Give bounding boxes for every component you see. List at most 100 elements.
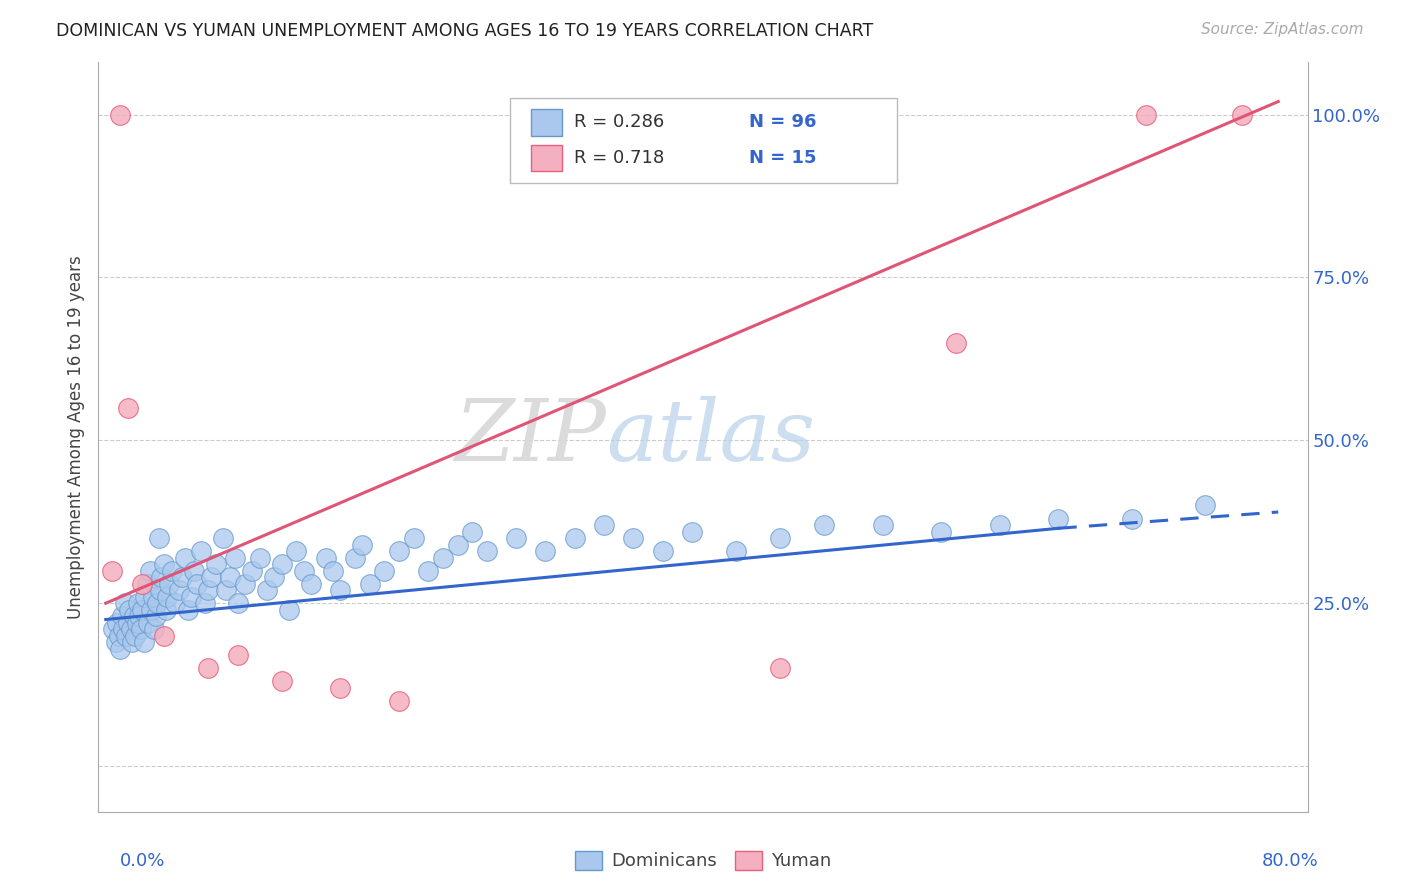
Point [475,544,498,558]
Point [1135,107,1157,121]
Point [124,629,146,643]
Point [1121,511,1143,525]
Point [505,531,527,545]
Point [146,596,169,610]
Text: R = 0.718: R = 0.718 [574,149,664,167]
Point [110,107,132,121]
Point [373,564,395,578]
Point [388,694,411,708]
Point [120,622,142,636]
Text: ZIP: ZIP [454,396,606,478]
Point [105,635,128,649]
Point [125,615,148,630]
Point [167,583,190,598]
Point [402,531,425,545]
Point [769,661,792,675]
Point [1047,511,1070,525]
Point [110,641,132,656]
Point [1230,107,1253,121]
Point [621,531,644,545]
Point [135,576,157,591]
Point [315,550,337,565]
Point [249,550,271,565]
Point [256,583,278,598]
Point [180,590,202,604]
Point [233,576,256,591]
Point [278,603,301,617]
Point [129,622,152,636]
Point [593,518,616,533]
Legend: Dominicans, Yuman: Dominicans, Yuman [568,844,838,878]
Point [153,629,176,643]
Point [292,564,315,578]
Point [197,661,219,675]
Point [128,609,150,624]
Text: Source: ZipAtlas.com: Source: ZipAtlas.com [1201,22,1364,37]
Point [132,635,155,649]
Point [157,576,180,591]
Point [112,622,135,636]
Point [108,629,131,643]
Point [197,583,219,598]
Point [190,544,212,558]
Point [988,518,1011,533]
Point [194,596,217,610]
Point [534,544,557,558]
Point [134,590,156,604]
Point [153,557,176,571]
Point [156,590,179,604]
Point [155,603,177,617]
Point [1194,499,1216,513]
Point [461,524,484,539]
Point [226,648,249,663]
Point [263,570,285,584]
Text: R = 0.286: R = 0.286 [574,113,664,131]
Point [131,576,153,591]
Point [127,596,149,610]
Point [141,603,163,617]
Point [136,615,159,630]
Point [329,583,352,598]
Point [270,674,292,689]
Point [945,335,967,350]
Point [101,622,124,636]
Point [724,544,747,558]
Text: atlas: atlas [606,396,815,478]
Point [352,538,374,552]
Point [114,596,136,610]
Point [593,107,616,121]
Point [215,583,238,598]
Point [148,531,170,545]
Point [929,524,952,539]
Point [174,550,197,565]
Point [122,609,145,624]
Point [111,609,134,624]
Point [769,531,792,545]
Text: DOMINICAN VS YUMAN UNEMPLOYMENT AMONG AGES 16 TO 19 YEARS CORRELATION CHART: DOMINICAN VS YUMAN UNEMPLOYMENT AMONG AG… [56,22,873,40]
Point [212,531,235,545]
Point [270,557,292,571]
Point [138,564,160,578]
Point [343,550,366,565]
Point [150,570,173,584]
Point [115,629,138,643]
Point [224,550,246,565]
Point [813,518,835,533]
Point [359,576,381,591]
Point [117,615,139,630]
Point [149,583,172,598]
Point [388,544,411,558]
Point [681,524,703,539]
Point [432,550,454,565]
Point [177,603,200,617]
Text: N = 15: N = 15 [749,149,817,167]
Point [143,622,166,636]
Point [322,564,344,578]
Point [219,570,242,584]
Point [872,518,894,533]
Point [145,609,167,624]
Point [418,564,440,578]
Point [240,564,263,578]
Point [204,557,226,571]
Point [285,544,308,558]
